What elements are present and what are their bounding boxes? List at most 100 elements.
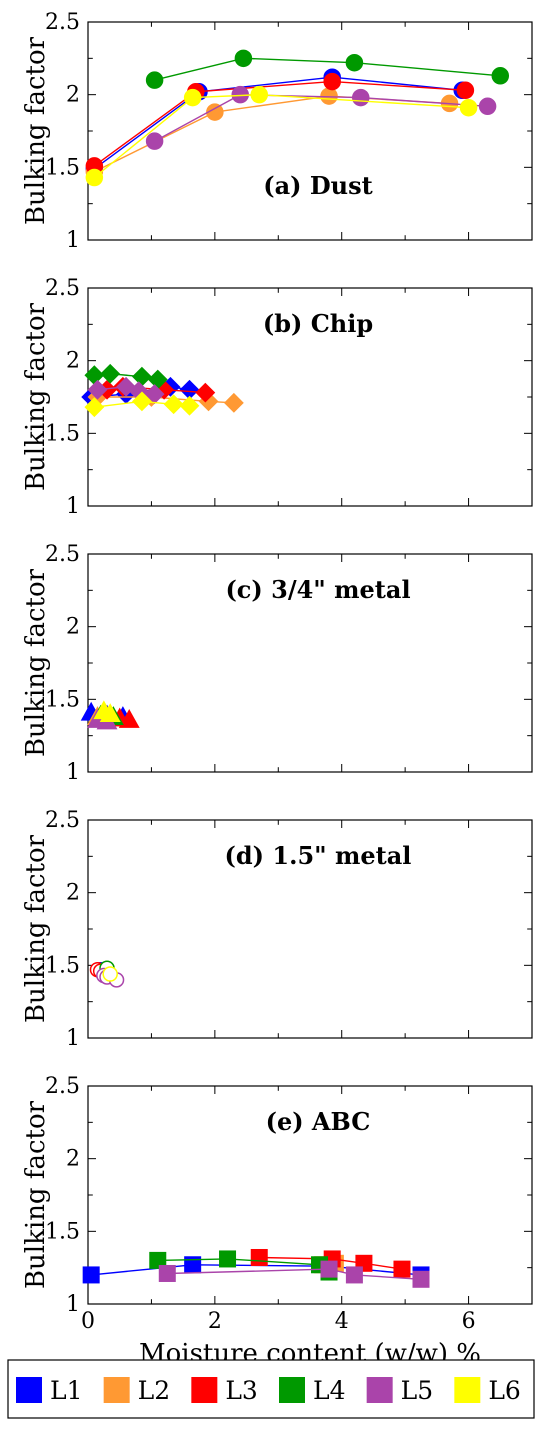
data-point [145, 132, 164, 150]
y-tick-label: 2 [66, 349, 80, 374]
legend-swatch [103, 1377, 130, 1403]
data-point [456, 81, 475, 100]
legend-entry-L4: L4 [279, 1376, 346, 1405]
y-axis-label: Bulking factor [21, 568, 51, 757]
data-point [320, 1260, 338, 1278]
y-tick-label: 1.5 [45, 155, 80, 180]
y-tick-label: 2 [66, 83, 80, 108]
series-L4 [145, 49, 510, 89]
data-point [223, 392, 244, 413]
data-point [459, 98, 478, 117]
data-point [102, 966, 118, 982]
legend-swatch [279, 1377, 305, 1403]
y-tick-label: 2.5 [45, 10, 80, 35]
series-L6 [85, 85, 478, 187]
series-L6 [102, 966, 118, 982]
y-axis-label: Bulking factor [21, 36, 51, 225]
data-point [234, 49, 253, 68]
data-point [144, 384, 165, 405]
plot-frame [87, 21, 533, 241]
legend-entry-L1: L1 [16, 1376, 83, 1405]
x-tick-label: 6 [462, 1309, 476, 1334]
series-L4 [84, 363, 168, 390]
legend-entry-L2: L2 [103, 1376, 171, 1405]
y-tick-label: 1.5 [45, 953, 80, 978]
legend-swatch [191, 1377, 218, 1403]
y-tick-label: 1 [66, 228, 80, 253]
legend-label: L6 [488, 1376, 521, 1405]
data-point [100, 363, 121, 384]
y-tick-label: 2.5 [45, 1074, 80, 1099]
y-tick-label: 2 [66, 881, 80, 906]
data-point [118, 709, 140, 728]
data-point [351, 88, 370, 107]
y-tick-label: 1 [66, 1026, 80, 1051]
y-tick-label: 1.5 [45, 1219, 80, 1244]
legend-entry-L6: L6 [454, 1376, 521, 1405]
data-point [158, 1264, 176, 1282]
data-point [345, 53, 364, 72]
legend-entry-L5: L5 [366, 1376, 434, 1405]
series-line [154, 57, 501, 81]
y-tick-label: 2.5 [45, 808, 80, 833]
data-point [85, 168, 104, 187]
data-point [250, 85, 269, 104]
series-line [97, 396, 234, 404]
legend-swatch [16, 1377, 42, 1403]
legend: L1 L2 L3 L4 L5 L6 [7, 1359, 535, 1419]
legend-label: L1 [50, 1376, 83, 1405]
series-line [167, 1268, 422, 1280]
data-point [179, 395, 200, 416]
data-point [250, 1248, 268, 1266]
data-point [84, 397, 105, 418]
data-point [491, 67, 510, 85]
y-tick-label: 1.5 [45, 687, 80, 712]
y-tick-label: 2 [66, 615, 80, 640]
legend-label: L2 [138, 1376, 171, 1405]
data-point [99, 703, 121, 723]
x-tick-label: 2 [208, 1309, 222, 1334]
panel-title: (a) Dust [263, 171, 372, 200]
data-point [87, 379, 108, 400]
x-tick-label: 0 [81, 1309, 95, 1334]
series-L3 [85, 72, 475, 175]
y-axis-label: Bulking factor [21, 834, 51, 1023]
panel-title: (c) 3/4" metal [225, 575, 410, 604]
data-point [195, 382, 216, 403]
legend-swatch [366, 1377, 393, 1403]
panel-title: (d) 1.5" metal [225, 841, 412, 870]
data-point [149, 1251, 167, 1269]
y-tick-label: 1.5 [45, 421, 80, 446]
series-line [93, 76, 463, 170]
panel-title: (e) ABC [266, 1107, 371, 1136]
data-point [323, 72, 341, 91]
data-point [345, 1266, 363, 1284]
legend-label: L5 [401, 1376, 434, 1405]
y-tick-label: 2.5 [45, 276, 80, 301]
panel-title: (b) Chip [263, 309, 373, 338]
y-tick-label: 1 [66, 1292, 80, 1317]
y-tick-label: 1 [66, 494, 80, 519]
y-axis-label: Bulking factor [21, 1100, 51, 1289]
data-point [145, 71, 164, 89]
legend-box [7, 1359, 535, 1419]
data-point [132, 391, 152, 412]
series-L6 [84, 391, 200, 418]
data-point [478, 97, 497, 116]
data-point [393, 1260, 411, 1278]
y-tick-label: 2 [66, 1147, 80, 1172]
y-tick-label: 2.5 [45, 542, 80, 567]
data-point [82, 1266, 100, 1284]
legend-swatch [454, 1377, 481, 1403]
series-line [259, 1256, 403, 1270]
y-tick-label: 1 [66, 760, 80, 785]
series-line [154, 93, 488, 142]
data-point [163, 394, 184, 415]
